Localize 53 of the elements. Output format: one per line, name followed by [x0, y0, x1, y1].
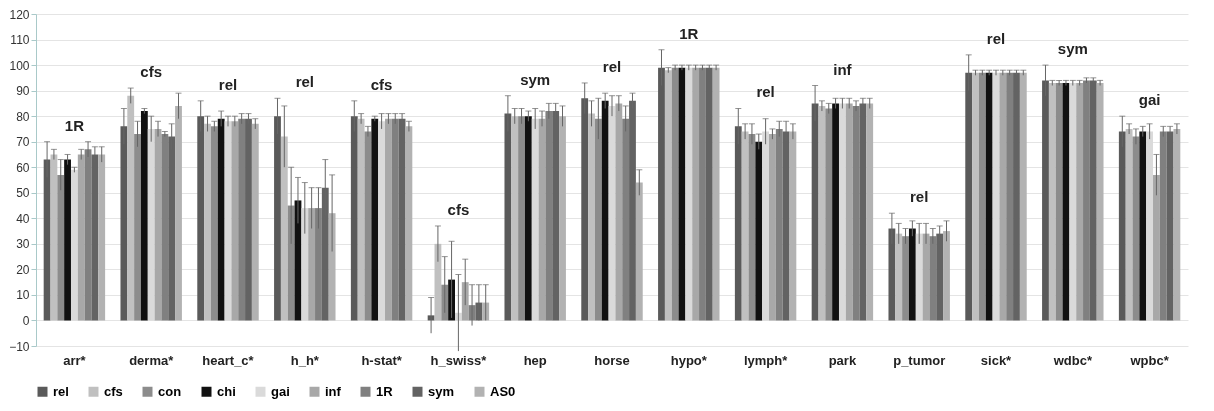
x-tick-label: p_tumor: [893, 352, 946, 368]
y-tick-label: 20: [16, 262, 30, 277]
annotation: cfs: [447, 200, 470, 218]
legend-label: sym: [428, 383, 455, 399]
y-tick-label: 60: [16, 160, 30, 175]
annotation: gai: [1138, 91, 1161, 109]
annotation: rel: [986, 29, 1006, 47]
y-tick-label: 90: [16, 84, 30, 99]
x-tick-label: park: [828, 352, 857, 368]
annotation: sym: [520, 70, 551, 88]
x-tick-label: sick*: [980, 352, 1013, 368]
x-tick-label: wpbc*: [1129, 352, 1170, 368]
annotation: sym: [1057, 40, 1088, 58]
legend-label: rel: [53, 383, 69, 399]
annotation: inf: [833, 60, 853, 78]
legend-label: 1R: [376, 383, 394, 399]
x-tick-label: hypo*: [670, 352, 708, 368]
annotation: rel: [602, 57, 622, 75]
y-tick-label: 80: [16, 109, 30, 124]
annotation: rel: [910, 188, 929, 206]
legend-label: gai: [271, 383, 290, 399]
x-tick-label: h-stat*: [361, 352, 403, 368]
y-tick-label: −10: [9, 339, 30, 354]
x-tick-label: lymph*: [743, 352, 789, 368]
x-tick-label: wdbc*: [1052, 352, 1093, 368]
y-tick-label: 120: [9, 7, 30, 22]
legend-label: chi: [217, 383, 236, 399]
annotation: 1R: [64, 116, 85, 134]
y-tick-label: 100: [9, 58, 30, 73]
legend-label: AS0: [490, 383, 516, 399]
y-tick-label: 50: [16, 186, 30, 201]
x-tick-label: arr*: [63, 352, 87, 368]
x-tick-label: heart_c*: [202, 352, 255, 368]
x-tick-label: hep: [523, 352, 547, 368]
y-tick-label: 0: [22, 313, 30, 328]
y-tick-label: 10: [16, 288, 30, 303]
annotation: rel: [756, 83, 775, 101]
x-tick-label: h_h*: [290, 352, 320, 368]
legend-label: inf: [325, 383, 342, 399]
annotation: rel: [295, 73, 314, 91]
x-tick-label: h_swiss*: [430, 352, 488, 368]
y-tick-label: 40: [16, 211, 30, 226]
y-tick-label: 30: [16, 237, 30, 252]
y-tick-label: 110: [10, 33, 30, 48]
annotation: rel: [218, 75, 238, 93]
x-tick-label: derma*: [129, 352, 175, 368]
legend-label: cfs: [104, 383, 123, 399]
legend-label: con: [158, 383, 182, 399]
annotation: cfs: [140, 63, 163, 81]
annotation: cfs: [370, 75, 393, 93]
x-tick-label: horse: [594, 352, 630, 368]
annotation: 1R: [679, 24, 699, 42]
y-tick-label: 70: [16, 135, 30, 150]
